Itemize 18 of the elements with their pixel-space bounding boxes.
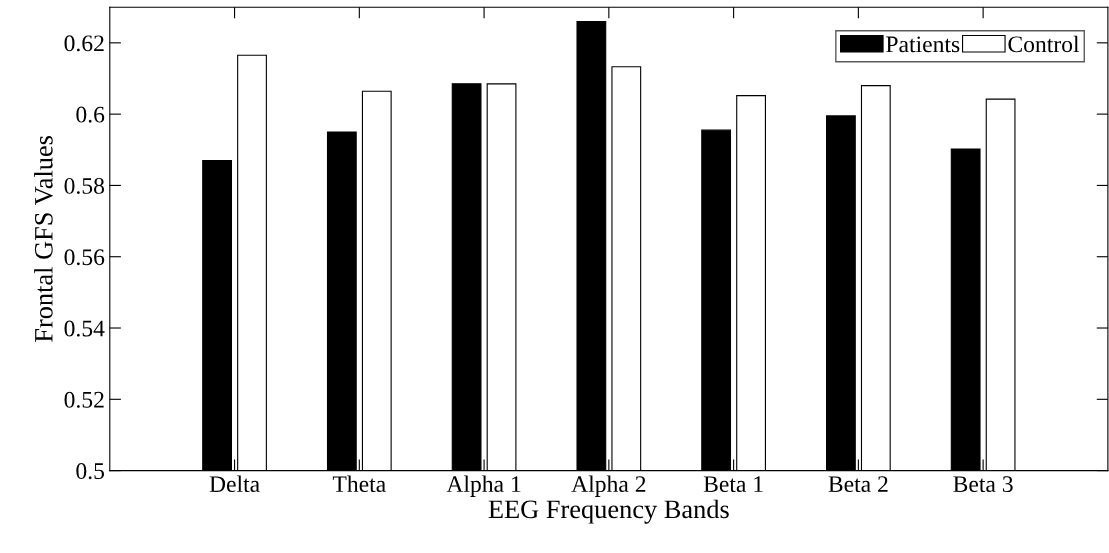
y-tick-label: 0.54: [64, 320, 105, 337]
x-tick-label: Beta 1: [703, 476, 763, 493]
y-tick-label: 0.58: [64, 177, 105, 194]
y-axis-title: Frontal GFS Values: [34, 135, 53, 342]
y-tick-label: 0.6: [76, 106, 105, 123]
x-tick-label: Beta 2: [828, 476, 888, 493]
y-tick-label: 0.5: [76, 463, 105, 480]
x-tick-label: Beta 3: [953, 476, 1013, 493]
y-tick-label: 0.52: [64, 391, 104, 408]
legend-label: Control: [1008, 35, 1080, 53]
x-tick-label: Delta: [209, 475, 260, 493]
x-axis-title: EEG Frequency Bands: [488, 499, 729, 524]
y-tick-label: 0.56: [64, 249, 105, 266]
y-tick-label: 0.62: [64, 35, 104, 52]
x-tick-label: Theta: [332, 475, 386, 493]
x-tick-label: Alpha 1: [446, 475, 521, 497]
legend-label: Patients: [886, 36, 960, 53]
x-tick-label: Alpha 2: [571, 475, 646, 497]
